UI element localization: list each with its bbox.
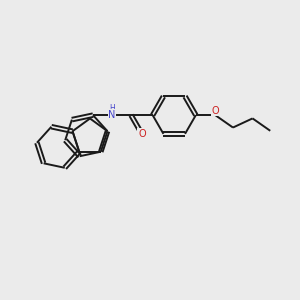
Text: H: H bbox=[109, 104, 115, 113]
Text: N: N bbox=[108, 110, 116, 120]
Text: O: O bbox=[212, 106, 219, 116]
Text: O: O bbox=[138, 129, 146, 139]
